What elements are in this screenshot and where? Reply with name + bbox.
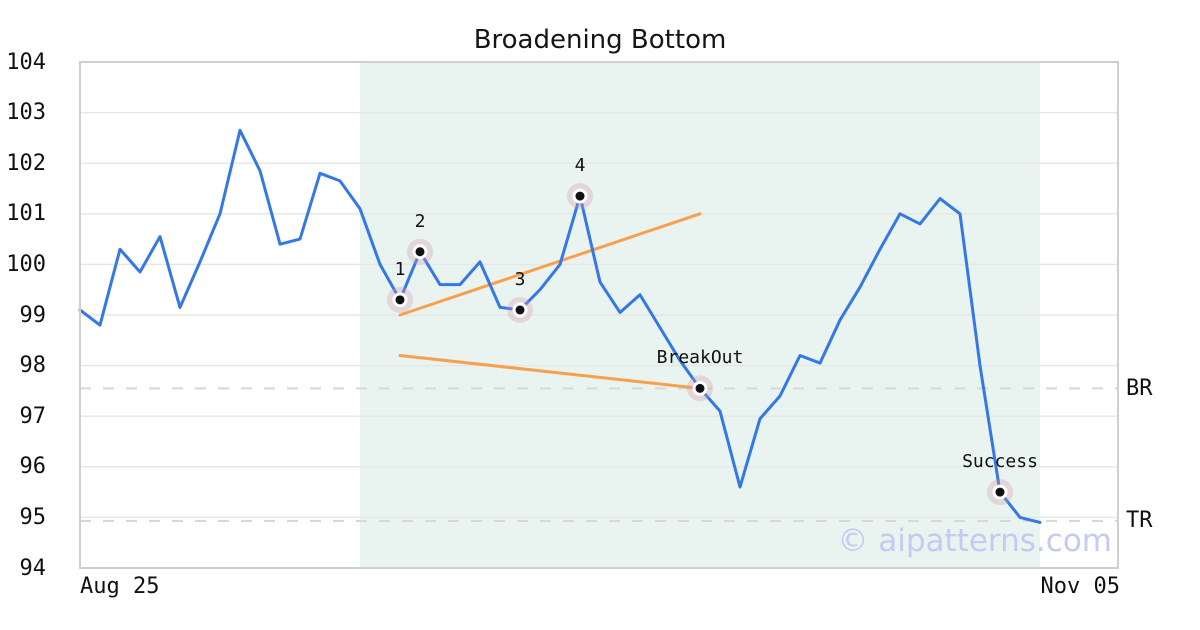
marker-dot-success	[995, 487, 1005, 497]
annotation-1: 1	[394, 258, 406, 280]
annotation-2: 2	[414, 210, 426, 232]
annotation-3: 3	[514, 268, 526, 290]
y-tick-104: 104	[6, 49, 46, 75]
y-tick-96: 96	[19, 454, 47, 480]
marker-dot-breakout	[695, 383, 705, 393]
y-tick-95: 95	[19, 504, 47, 530]
y-tick-94: 94	[19, 555, 47, 581]
plot-border	[79, 61, 1119, 569]
upper-broadening-line	[398, 212, 702, 317]
price-line	[78, 128, 1042, 524]
lower-broadening-line	[398, 353, 702, 390]
marker-dot-4	[575, 191, 585, 201]
y-tick-98: 98	[19, 353, 47, 379]
marker-dot-1	[395, 295, 405, 305]
y-tick-99: 99	[19, 302, 47, 328]
y-tick-102: 102	[6, 150, 46, 176]
chart-title: Broadening Bottom	[473, 25, 727, 55]
marker-dot-2	[415, 247, 425, 257]
x-tick-start: Aug 25	[80, 574, 160, 599]
y-tick-100: 100	[6, 251, 46, 277]
y-tick-103: 103	[6, 100, 46, 126]
watermark: © aipatterns.com	[837, 523, 1112, 559]
right-axis-label-br: BR	[1126, 375, 1153, 401]
y-tick-97: 97	[19, 403, 47, 429]
x-tick-end: Nov 05	[1040, 574, 1120, 599]
annotation-breakout: BreakOut	[656, 347, 744, 369]
y-tick-101: 101	[6, 201, 46, 227]
annotation-4: 4	[574, 155, 586, 177]
annotation-success: Success	[962, 451, 1038, 473]
right-axis-label-tr: TR	[1126, 508, 1153, 534]
marker-dot-3	[515, 305, 525, 315]
